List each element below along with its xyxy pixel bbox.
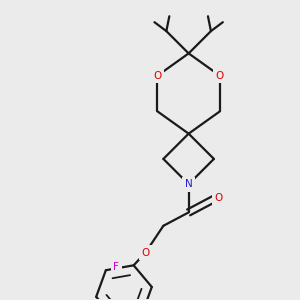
Text: O: O — [153, 71, 162, 81]
Text: O: O — [215, 193, 223, 202]
Text: O: O — [141, 248, 150, 257]
Text: N: N — [185, 179, 193, 189]
Text: F: F — [113, 262, 119, 272]
Text: O: O — [216, 71, 224, 81]
